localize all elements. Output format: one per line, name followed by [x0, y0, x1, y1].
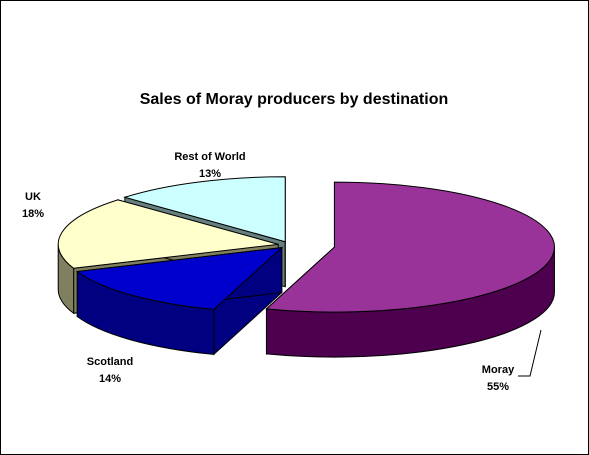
slice — [75, 246, 284, 310]
slice-label: Rest of World — [174, 151, 245, 163]
slice-label: Scotland — [87, 356, 133, 368]
leader-line — [518, 329, 542, 377]
slice-label: UK — [25, 191, 41, 203]
slice-value-label: 18% — [22, 208, 44, 220]
slice-label: Moray — [482, 364, 515, 376]
slice-value-label: 55% — [487, 381, 509, 393]
slice-value-label: 14% — [99, 373, 121, 385]
slice-value-label: 13% — [199, 168, 221, 180]
chart-title: Sales of Moray producers by destination — [140, 91, 449, 108]
slice — [265, 181, 555, 313]
slice — [57, 199, 279, 269]
slice — [123, 176, 286, 243]
